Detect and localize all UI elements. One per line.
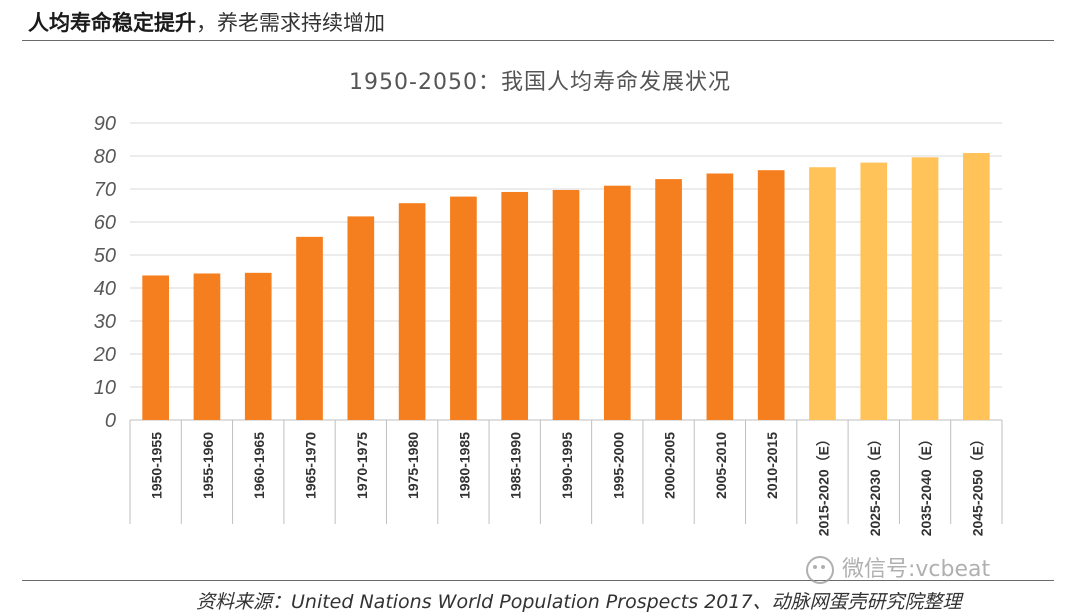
- bar: [193, 273, 221, 420]
- y-tick-label: 0: [105, 410, 116, 432]
- footer-divider: [22, 580, 1054, 581]
- watermark-text: 微信号:vcbeat: [842, 557, 991, 582]
- y-tick-label: 30: [94, 311, 116, 333]
- bar: [655, 179, 682, 420]
- x-tick-label: 1990-1995: [559, 432, 575, 499]
- bar: [757, 170, 785, 420]
- y-tick-label: 60: [94, 212, 116, 234]
- x-tick-label: 1995-2000: [610, 432, 626, 499]
- x-tick-label: 2015-2020（E）: [815, 432, 831, 536]
- headline-bold: 人均寿命稳定提升: [28, 11, 196, 35]
- y-tick-label: 40: [94, 278, 116, 300]
- watermark: 微信号:vcbeat: [806, 551, 990, 584]
- bar: [296, 236, 323, 420]
- headline-rest: ，养老需求持续增加: [196, 11, 385, 35]
- x-tick-label: 1975-1980: [405, 432, 421, 499]
- x-tick-label: 1980-1985: [456, 432, 472, 499]
- x-tick-label: 2045-2050（E）: [969, 432, 985, 536]
- page-headline: 人均寿命稳定提升，养老需求持续增加: [28, 8, 385, 38]
- x-tick-label: 1960-1965: [251, 432, 267, 499]
- x-tick-label: 2035-2040（E）: [918, 432, 934, 536]
- bar: [142, 275, 169, 420]
- chart-title: 1950-2050：我国人均寿命发展状况: [349, 70, 731, 95]
- bar: [347, 216, 375, 420]
- y-tick-label: 80: [94, 146, 116, 168]
- x-tick-label: 1985-1990: [508, 432, 524, 499]
- bar: [860, 162, 888, 420]
- y-tick-label: 90: [94, 113, 116, 135]
- x-tick-label: 1970-1975: [354, 432, 370, 499]
- bar: [911, 157, 939, 420]
- header-divider: [22, 40, 1054, 41]
- x-tick-label: 1950-1955: [149, 432, 165, 499]
- bar: [706, 173, 734, 420]
- y-tick-label: 50: [94, 245, 116, 267]
- bar: [552, 189, 580, 420]
- bar: [603, 185, 631, 420]
- x-tick-label: 2000-2005: [662, 432, 678, 499]
- x-tick-label: 2025-2030（E）: [867, 432, 883, 536]
- bar: [809, 167, 836, 420]
- bar: [501, 191, 529, 420]
- y-tick-label: 10: [94, 377, 116, 399]
- source-note: 资料来源：United Nations World Population Pro…: [196, 591, 962, 613]
- y-tick-label: 20: [93, 344, 116, 366]
- bar: [450, 196, 477, 420]
- wechat-icon: [806, 556, 834, 584]
- bar: [963, 153, 990, 420]
- bar: [398, 203, 426, 420]
- x-tick-label: 1965-1970: [303, 432, 319, 499]
- x-tick-label: 1955-1960: [200, 432, 216, 499]
- x-tick-label: 2010-2015: [764, 432, 780, 499]
- x-tick-label: 2005-2010: [713, 432, 729, 499]
- y-tick-label: 70: [94, 179, 116, 201]
- bar: [244, 272, 272, 420]
